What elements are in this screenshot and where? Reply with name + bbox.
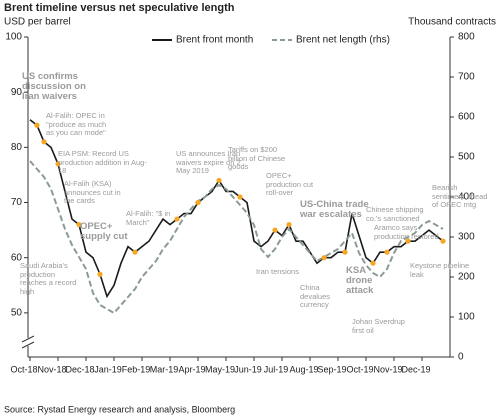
y2-tick-label: 300	[458, 232, 475, 243]
x-tick-label: Oct-19	[346, 364, 373, 374]
x-tick-label: May-19	[205, 364, 235, 374]
event-marker	[55, 161, 61, 167]
annotation: Iran tensions	[256, 267, 299, 276]
annotation: EIA PSM: Record US production addition i…	[58, 149, 147, 175]
event-marker	[370, 260, 376, 266]
annotation: KSA drone attack	[346, 265, 374, 296]
y-tick-label: 100	[5, 32, 22, 43]
x-tick-label: Jan-19	[94, 364, 122, 374]
y-tick-label: 90	[11, 87, 23, 98]
event-marker	[132, 249, 138, 255]
chart-title: Brent timeline versus net speculative le…	[4, 2, 235, 14]
x-tick-label: Dec-18	[65, 364, 94, 374]
event-marker	[195, 199, 201, 206]
y-tick-label: 50	[11, 308, 23, 319]
y2-tick-label: 600	[458, 112, 475, 123]
legend-label: Brent front month	[176, 35, 253, 46]
annotation: Al-Falih (KSA) announces cut in the card…	[64, 179, 121, 205]
y-tick-label: 80	[11, 142, 23, 153]
axis-break-gap	[22, 338, 34, 346]
event-marker	[384, 249, 390, 255]
y2-tick-label: 700	[458, 72, 475, 83]
event-marker	[34, 122, 40, 128]
annotation: Tariffs on $200 billion of Chinese goods	[228, 145, 286, 171]
event-marker	[440, 238, 446, 244]
y2-tick-label: 500	[458, 152, 475, 163]
annotation: China devalues currency	[300, 283, 331, 309]
event-marker	[41, 139, 47, 145]
x-tick-label: Dec-19	[401, 364, 430, 374]
y-axis-label: USD per barrel	[4, 17, 71, 28]
event-marker	[97, 271, 103, 277]
legend-label: Brent net length (rhs)	[296, 35, 390, 46]
y-tick-label: 70	[11, 197, 23, 208]
y-tick-label: 60	[11, 252, 23, 263]
annotation: OPEC+ supply cut	[80, 221, 128, 242]
source-note: Source: Rystad Energy research and analy…	[4, 404, 235, 414]
y2-tick-label: 0	[458, 352, 464, 363]
x-tick-label: Sep-19	[317, 364, 346, 374]
annotation: US announces Iran waivers expire on 2 Ma…	[176, 149, 241, 175]
annotation: Bearish sentiment ahead of OPEC mtg	[432, 183, 488, 209]
annotation: Johan Sverdrup first oil	[352, 317, 405, 335]
y2-axis-label: Thousand contracts	[408, 17, 496, 28]
x-tick-label: Mar-19	[150, 364, 179, 374]
x-tick-label: Jun-19	[234, 364, 262, 374]
x-tick-label: Nov-19	[373, 364, 402, 374]
axis-break	[21, 341, 35, 349]
annotation: Al-Falih: "$ in March"	[126, 209, 171, 227]
annotation: US-China trade war escalates	[300, 199, 369, 220]
event-marker	[237, 194, 243, 200]
annotation: Saudi Arabia's production reaches a reco…	[20, 261, 77, 296]
x-tick-label: Nov-18	[37, 364, 66, 374]
y2-tick-label: 800	[458, 32, 475, 43]
event-marker	[342, 249, 348, 255]
x-tick-label: Apr-19	[178, 364, 205, 374]
event-marker	[76, 221, 82, 228]
axis-break	[21, 335, 35, 343]
y2-tick-label: 100	[458, 312, 475, 323]
x-tick-label: Feb-19	[122, 364, 151, 374]
event-marker	[174, 216, 180, 222]
annotation: US confirms discussion on Iran waivers	[22, 71, 86, 102]
series-line	[29, 160, 444, 315]
y2-tick-label: 400	[458, 192, 475, 203]
x-tick-label: Jul-19	[264, 364, 289, 374]
event-marker	[286, 221, 292, 228]
y2-tick-label: 200	[458, 272, 475, 283]
x-tick-label: Oct-18	[10, 364, 37, 374]
event-marker	[321, 255, 327, 261]
annotation: Al-Falih: OPEC in "produce as much as yo…	[46, 111, 107, 137]
x-tick-label: Aug-19	[289, 364, 318, 374]
event-marker	[272, 227, 278, 233]
annotation: Chinese shipping co.'s sanctioned	[366, 205, 424, 223]
annotation: OPEC+ production cut roll-over	[266, 171, 314, 197]
annotation: Keystone pipeline leak	[410, 261, 470, 279]
annotation: Aramco says production restored	[374, 223, 439, 241]
event-marker	[216, 177, 222, 184]
event-marker	[405, 238, 411, 244]
